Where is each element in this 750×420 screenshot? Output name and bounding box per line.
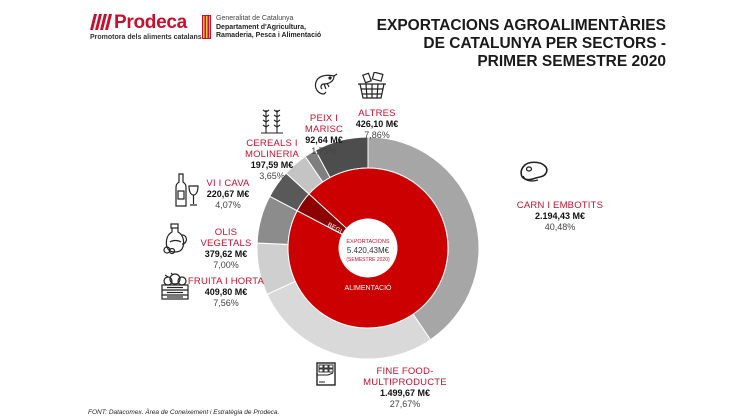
wine-bottle-glass-icon: [175, 173, 199, 207]
center-hole: [339, 219, 397, 277]
title-line2: DE CATALUNYA PER SECTORS -: [423, 35, 666, 52]
vegetable-crate-icon: [161, 272, 189, 300]
title-line3: PRIMER SEMESTRE 2020: [477, 53, 666, 70]
page-title: EXPORTACIONS AGROALIMENTÀRIES DE CATALUN…: [377, 17, 666, 71]
generalitat-logo: Generalitat de Catalunya Departament d'A…: [202, 15, 321, 41]
alimentacio-label: ALIMENTACIÓ: [345, 283, 392, 292]
outer-ring: [256, 136, 480, 360]
prodeca-stripes-icon: [90, 14, 112, 30]
wheat-icon: [261, 109, 283, 134]
generalitat-line1: Generalitat de Catalunya: [216, 15, 294, 22]
prodeca-tagline: Promotora dels aliments catalans: [90, 34, 202, 41]
prodeca-logo: Prodeca Promotora dels aliments catalans: [90, 12, 202, 41]
chocolate-bar-icon: [316, 362, 336, 386]
generalitat-line2: Departament d'Agricultura,: [216, 23, 306, 31]
basket-icon: [358, 72, 386, 99]
center-line2: 5.420,43M€: [347, 246, 390, 255]
title-line1: EXPORTACIONS AGROALIMENTÀRIES: [376, 17, 666, 34]
prodeca-brand: Prodeca: [114, 12, 187, 33]
label-fruita: FRUITA I HORTA 409,80 M€ 7,56%: [187, 276, 265, 308]
generalitat-line3: Ramaderia, Pesca i Alimentació: [216, 32, 322, 39]
label-carn: CARN I EMBOTITS 2.194,43 M€ 40,48%: [516, 200, 604, 232]
shrimp-icon: [314, 73, 338, 95]
meat-steak-icon: [520, 161, 548, 182]
label-olis: OLIS VEGETALS 379,62 M€ 7,00%: [200, 227, 252, 270]
label-cereals: CEREALS I MOLINERIA 197,59 M€ 3,65%: [244, 138, 300, 181]
label-altres: ALTRES 426,10 M€ 7,86%: [355, 108, 399, 140]
center-line1: EXPORTACIONS: [346, 239, 390, 245]
label-vi: VI I CAVA 220,67 M€ 4,07%: [206, 178, 250, 210]
label-peix: PEIX I MARISC 92,64 M€ 1,71%: [304, 113, 344, 156]
senyera-icon: [202, 15, 211, 39]
label-finefood: FINE FOOD- MULTIPRODUCTE 1.499,67 M€ 27,…: [363, 366, 447, 409]
center-line3: (SEMESTRE 2020): [346, 257, 390, 263]
source-footnote: FONT: Datacomex. Àrea de Coneixement i E…: [88, 409, 280, 416]
oil-jug-icon: [163, 223, 187, 255]
